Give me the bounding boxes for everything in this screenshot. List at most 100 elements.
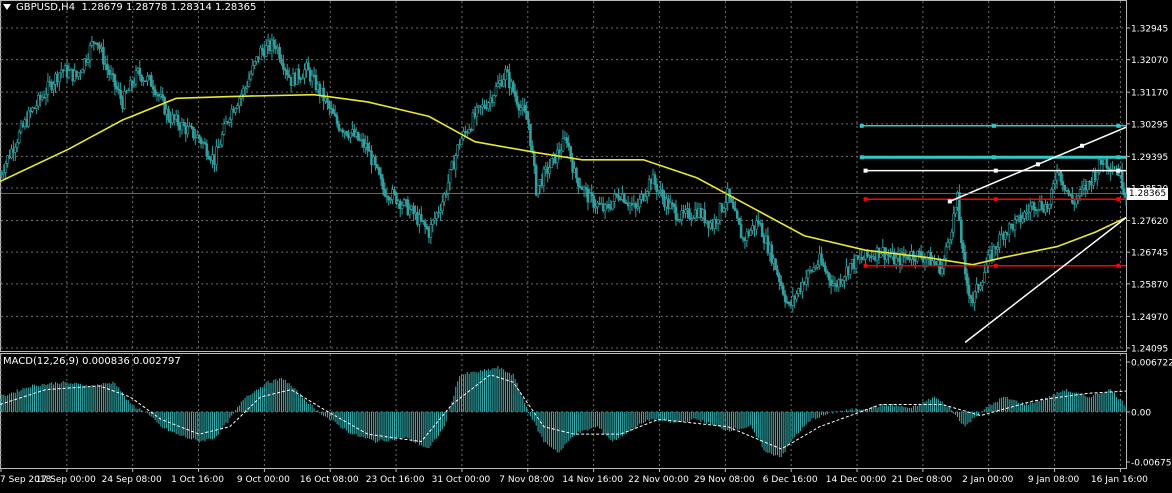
candle-body — [249, 73, 253, 80]
candle-body — [385, 195, 389, 198]
candle-body — [670, 202, 674, 205]
candle-body — [130, 80, 134, 86]
candle-body — [944, 246, 948, 259]
candle-body — [475, 106, 479, 118]
candle-body — [278, 47, 281, 60]
candle-body — [393, 189, 396, 194]
candle-body — [780, 281, 783, 287]
candle-body — [567, 142, 571, 147]
candle-body — [783, 294, 787, 303]
candle-body — [791, 295, 795, 306]
candle-body — [31, 107, 34, 112]
candle-body — [127, 90, 130, 93]
candle-body — [377, 167, 381, 175]
candle-body — [933, 260, 936, 264]
candle-body — [379, 174, 383, 180]
candle-body — [848, 263, 852, 275]
candle-body — [469, 129, 473, 131]
candle-body — [619, 198, 622, 201]
time-axis-label: 14 Nov 16:00 — [562, 475, 623, 485]
candle-body — [245, 86, 249, 89]
candle-body — [228, 118, 232, 123]
candle-body — [603, 204, 607, 212]
candle-body — [906, 255, 909, 260]
time-axis-label: 22 Nov 00:00 — [628, 475, 689, 485]
candle-body — [655, 184, 659, 193]
candle-body — [841, 280, 844, 285]
candle-body — [653, 174, 657, 185]
candle-body — [398, 200, 402, 209]
macd-axis-label: 0.00 — [1131, 408, 1151, 418]
candle-body — [247, 78, 251, 87]
candle-body — [1122, 188, 1126, 195]
symbol-label: GBPUSD,H4 — [16, 2, 76, 13]
candle-body — [138, 67, 142, 76]
candle-body — [607, 204, 611, 209]
candle-body — [383, 188, 387, 197]
candle-body — [1078, 189, 1082, 197]
candle-body — [1036, 209, 1040, 211]
candle-body — [506, 69, 509, 73]
candle-body — [795, 293, 798, 300]
candle-body — [969, 295, 973, 299]
candle-body — [513, 91, 517, 97]
candle-body — [948, 239, 952, 244]
candle-body — [960, 220, 963, 243]
candle-body — [115, 86, 119, 90]
candle-body — [328, 102, 331, 109]
candle-body — [703, 209, 707, 223]
macd-axis-label: 0.006722 — [1131, 359, 1172, 369]
candle-body — [207, 155, 211, 160]
candle-body — [716, 219, 720, 224]
candle-body — [1107, 167, 1111, 170]
candle-body — [979, 285, 982, 290]
candle-body — [674, 206, 678, 220]
candle-body — [335, 115, 339, 125]
candle-body — [1013, 219, 1017, 231]
candle-body — [778, 274, 781, 283]
candle-body — [1048, 204, 1051, 209]
candle-body — [822, 262, 825, 267]
candle-body — [678, 219, 682, 222]
candle-body — [887, 254, 890, 256]
candle-body — [333, 113, 337, 117]
candle-body — [471, 112, 475, 130]
candle-body — [1061, 181, 1065, 186]
candle-body — [804, 277, 808, 285]
candle-body — [437, 212, 440, 214]
candle-body — [375, 164, 379, 169]
candle-body — [161, 94, 165, 99]
candle-body — [492, 95, 496, 103]
candle-body — [634, 203, 638, 209]
candle-body — [406, 199, 410, 216]
candle-body — [86, 59, 90, 63]
candle-body — [1097, 159, 1101, 173]
candle-body — [825, 271, 829, 274]
candle-body — [942, 258, 946, 269]
candle-body — [439, 210, 442, 213]
candle-body — [412, 205, 415, 215]
candle-body — [1086, 180, 1090, 191]
grid — [0, 1, 1126, 468]
candle-body — [1059, 170, 1063, 182]
candle-body — [176, 114, 180, 126]
candle-body — [337, 123, 341, 131]
candle-body — [862, 258, 865, 261]
candle-body — [502, 79, 505, 87]
chart-menu-arrow-icon[interactable] — [3, 4, 11, 10]
candle-body — [10, 148, 13, 159]
candle-body — [197, 134, 201, 139]
price-axis-label: 1.24970 — [1131, 313, 1168, 323]
time-axis-label: 21 Dec 08:00 — [892, 475, 953, 485]
candle-body — [680, 210, 684, 221]
candle-body — [718, 203, 722, 221]
candle-body — [1055, 172, 1059, 181]
candle-body — [203, 142, 207, 145]
time-axis-label: 17 Sep 00:00 — [36, 475, 96, 485]
time-axis-label: 9 Jan 08:00 — [1028, 475, 1080, 485]
candle-body — [923, 258, 927, 263]
candle-body — [1069, 193, 1072, 196]
candle-body — [17, 131, 21, 143]
candle-body — [588, 192, 592, 203]
